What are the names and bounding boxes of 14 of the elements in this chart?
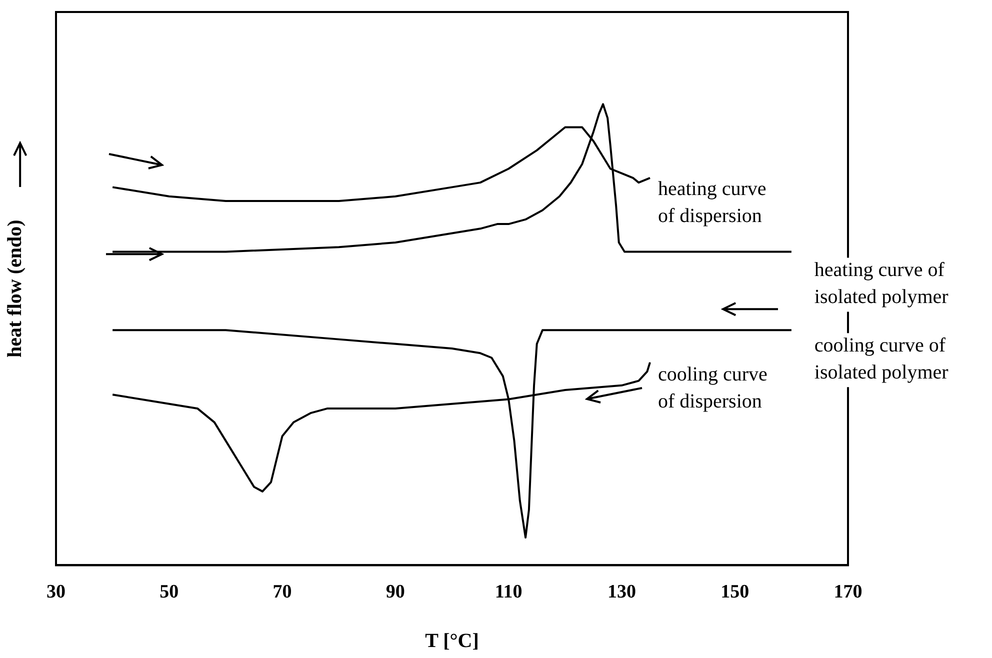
series-label: cooling curve of isolated polymer — [814, 334, 949, 384]
series-label: heating curve of isolated polymer — [814, 258, 949, 308]
x-tick-label: 170 — [834, 582, 862, 603]
series-label: heating curve of dispersion — [658, 178, 766, 228]
x-tick-label: 150 — [720, 582, 750, 603]
y-axis-title: heat flow (endo) — [4, 220, 26, 358]
x-tick-label: 70 — [272, 582, 292, 603]
x-tick-label: 90 — [386, 582, 405, 603]
legend-label: cooling curve of dispersion — [658, 364, 768, 413]
x-tick-label: 30 — [46, 582, 66, 603]
x-tick-label: 110 — [494, 582, 522, 603]
x-tick-label: 50 — [160, 582, 179, 603]
x-axis-title: T [°C] — [425, 630, 479, 652]
x-tick-label: 130 — [607, 582, 636, 603]
